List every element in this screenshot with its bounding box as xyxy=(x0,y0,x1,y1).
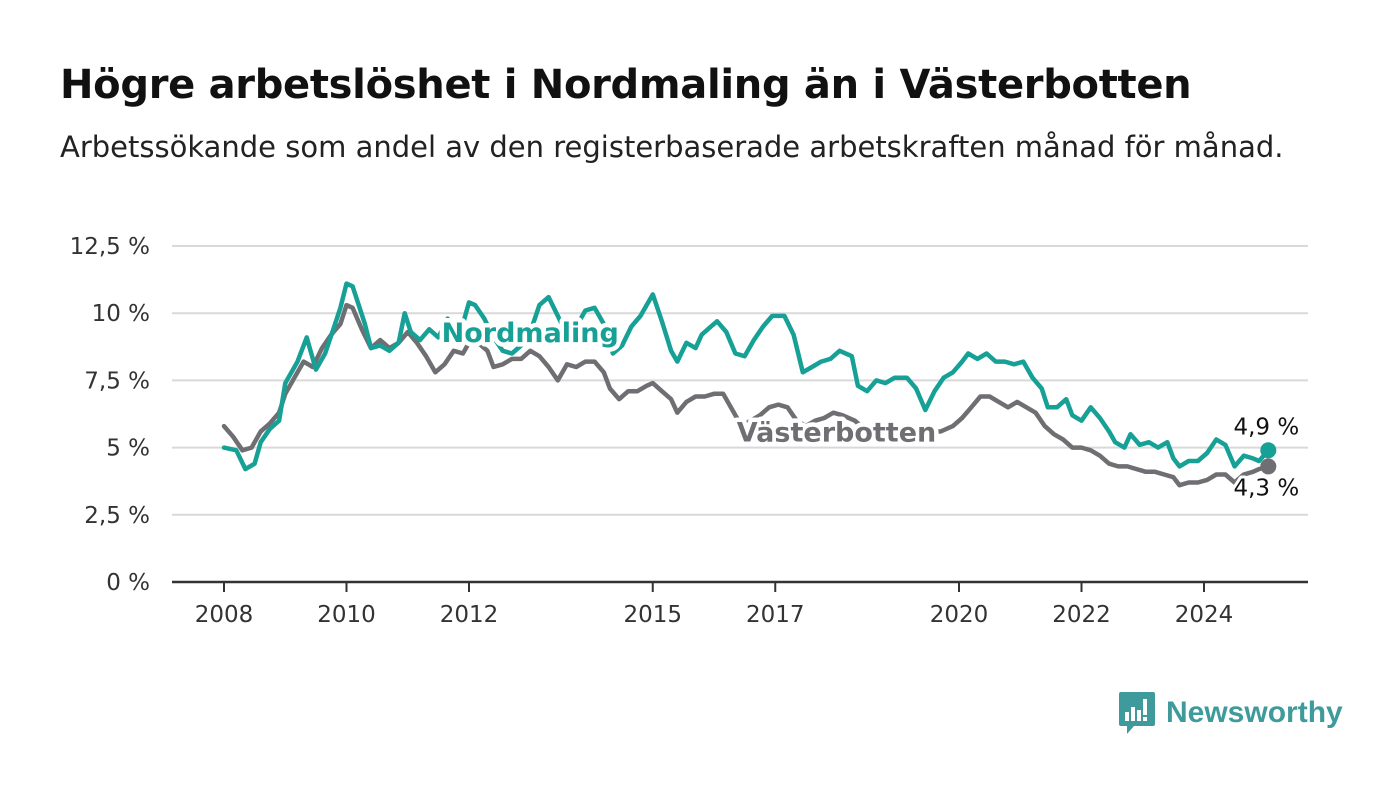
chart-subtitle: Arbetssökande som andel av den registerb… xyxy=(60,130,1284,164)
series-line-nordmaling xyxy=(221,281,1271,472)
y-tick-label: 0 % xyxy=(106,570,150,596)
x-tick-label: 2017 xyxy=(746,602,805,628)
end-value-label: 4,3 % xyxy=(1233,475,1299,501)
x-tick-label: 2012 xyxy=(440,602,499,628)
y-tick-label: 5 % xyxy=(106,436,150,462)
series-line-v-sterbotten xyxy=(221,302,1271,488)
y-tick-label: 12,5 % xyxy=(70,234,150,260)
newsworthy-logo-icon xyxy=(1119,692,1155,734)
y-tick-label: 7,5 % xyxy=(84,368,150,394)
x-tick-label: 2020 xyxy=(930,602,989,628)
series-end-point xyxy=(1260,458,1277,475)
series-end-point xyxy=(1260,442,1277,459)
series-label-halo: Nordmaling xyxy=(442,318,619,349)
end-value-halo: 4,3 % xyxy=(1233,475,1299,501)
x-tick-label: 2024 xyxy=(1175,602,1234,628)
chart-title: Högre arbetslöshet i Nordmaling än i Väs… xyxy=(60,62,1192,108)
y-tick-label: 10 % xyxy=(92,301,150,327)
end-value-halo: 4,9 % xyxy=(1233,414,1299,440)
series-label: Nordmaling xyxy=(442,318,619,349)
x-tick-label: 2022 xyxy=(1052,602,1111,628)
y-tick-label: 2,5 % xyxy=(84,503,150,529)
brand: Newsworthy xyxy=(1118,690,1343,736)
brand-name: Newsworthy xyxy=(1166,696,1343,729)
end-value-label: 4,9 % xyxy=(1233,414,1299,440)
x-tick-label: 2008 xyxy=(195,602,254,628)
series-label-halo: Västerbotten xyxy=(737,417,936,448)
x-tick-label: 2010 xyxy=(317,602,376,628)
x-tick-label: 2015 xyxy=(623,602,682,628)
series-label: Västerbotten xyxy=(737,417,936,448)
